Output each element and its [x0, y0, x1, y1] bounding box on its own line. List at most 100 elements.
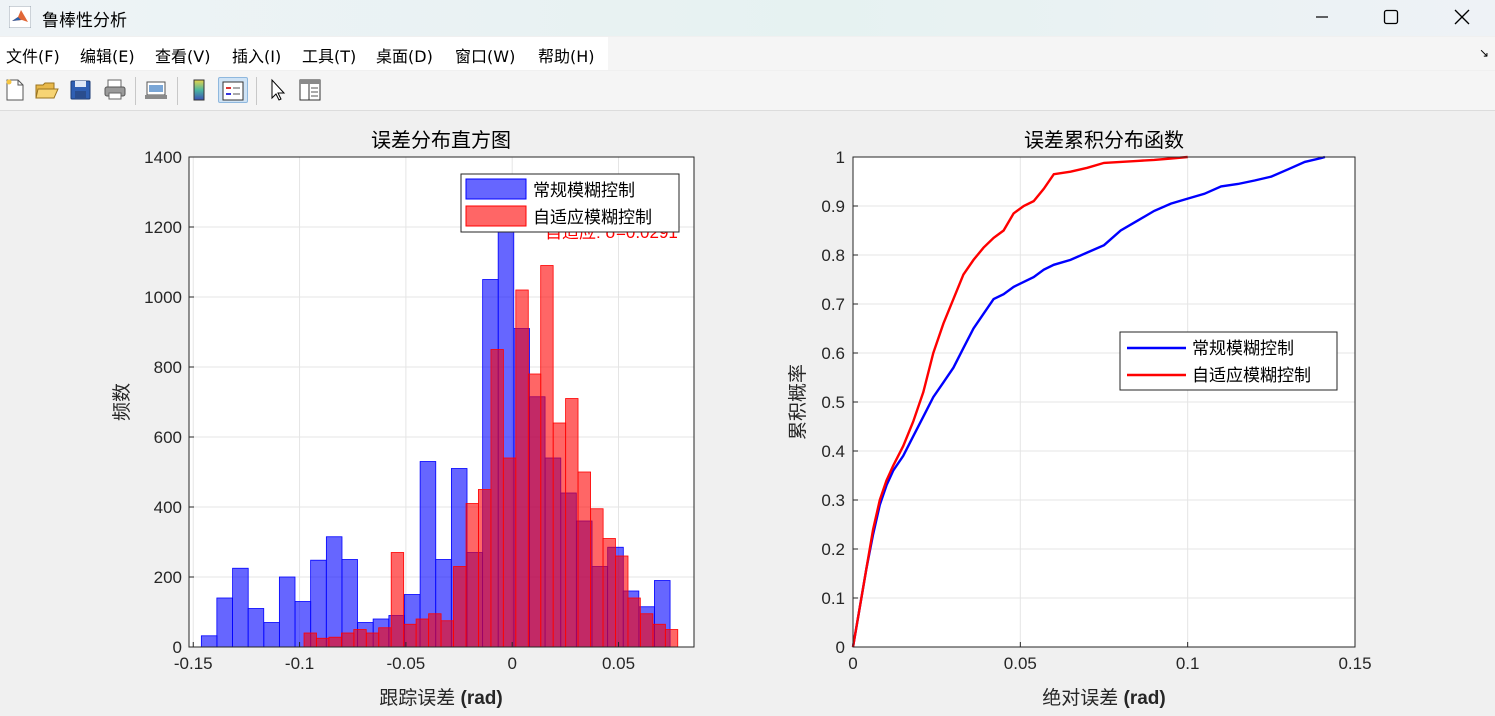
histogram-bar [453, 566, 467, 648]
histogram-xtick-label: 0.05 [602, 654, 635, 673]
cdf-ytick-label: 0.8 [821, 246, 845, 265]
menu-desktop[interactable]: 桌面(D) [376, 47, 433, 66]
print-icon[interactable] [102, 77, 128, 103]
histogram-bar [664, 629, 679, 648]
figure-toolbar [0, 71, 1495, 111]
histogram-bar [615, 555, 629, 648]
close-icon [1454, 9, 1470, 25]
histogram-bar [565, 398, 579, 648]
maximize-icon [1383, 9, 1399, 25]
cdf-ytick-label: 0 [836, 638, 845, 657]
matlab-logo-icon [9, 6, 31, 28]
window-title: 鲁棒性分析 [42, 11, 127, 31]
minimize-button[interactable] [1291, 0, 1353, 34]
histogram-bar [328, 636, 342, 648]
cdf-ytick-label: 0.6 [821, 344, 845, 363]
menu-edit[interactable]: 编辑(E) [80, 47, 135, 66]
histogram-bar [263, 622, 280, 648]
new-figure-icon[interactable] [2, 77, 28, 103]
cdf-ytick-label: 0.9 [821, 197, 845, 216]
cdf-ytick-label: 0.7 [821, 295, 845, 314]
cdf-ytick-label: 0.4 [821, 442, 845, 461]
annotation-clip [694, 151, 714, 251]
toolbar-separator [256, 77, 257, 105]
cdf-ylabel: 累积概率 [787, 364, 809, 440]
toolbar-separator [135, 77, 136, 105]
title-bar: 鲁棒性分析 [0, 0, 1495, 36]
histogram-axes-box [188, 156, 695, 648]
colorbar-icon[interactable] [186, 77, 212, 103]
cdf-title: 误差累积分布函数 [1024, 129, 1184, 152]
histogram-title: 误差分布直方图 [371, 129, 511, 152]
cdf-ytick-label: 0.1 [821, 589, 845, 608]
cdf-legend-label-conventional: 常规模糊控制 [1192, 339, 1294, 358]
histogram-ytick-label: 1200 [144, 218, 182, 237]
cdf-xtick-label: 0.1 [1176, 654, 1200, 673]
cdf-legend-label-adaptive: 自适应模糊控制 [1192, 366, 1311, 385]
figure-canvas: 自适应: σ=0.0291 -0.15-0.1-0.0500.050200400… [0, 111, 1495, 712]
maximize-button[interactable] [1360, 0, 1422, 34]
histogram-bar [502, 457, 517, 648]
cdf-xtick-label: 0 [848, 654, 857, 673]
histogram-bar [353, 629, 367, 648]
cdf-legend[interactable]: 常规模糊控制 自适应模糊控制 [1119, 331, 1338, 391]
histogram-bar [465, 503, 479, 648]
dock-arrow-icon[interactable]: ↘ [1478, 46, 1489, 60]
property-editor-icon[interactable] [297, 77, 323, 103]
histogram-bar [365, 632, 380, 648]
histogram-xlabel: 跟踪误差 (rad) [379, 687, 503, 709]
histogram-bar [303, 632, 317, 648]
cdf-xtick-label: 0.15 [1338, 654, 1371, 673]
pointer-icon[interactable] [265, 77, 291, 103]
menu-bar: 文件(F) 编辑(E) 查看(V) 插入(I) 工具(T) 桌面(D) 窗口(W… [0, 37, 1495, 70]
menu-tools[interactable]: 工具(T) [302, 47, 357, 66]
histogram-bar [552, 422, 567, 648]
toolbar-separator [177, 77, 178, 105]
histogram-bar [428, 613, 442, 648]
histogram-ylabel: 频数 [111, 383, 133, 421]
histogram-bar [515, 289, 529, 648]
histogram-bar [540, 265, 554, 648]
histogram-bar [640, 613, 654, 648]
histogram-bar [378, 627, 392, 648]
cdf-line-adaptive [851, 155, 1188, 648]
menu-help[interactable]: 帮助(H) [538, 47, 595, 66]
open-file-icon[interactable] [34, 77, 60, 103]
menu-insert[interactable]: 插入(I) [232, 47, 282, 66]
histogram-ticks: -0.15 -0.1 -0.05 0 0.05 0 200 400 600 800 1000 1200… [144, 148, 635, 673]
histogram-ytick-label: 200 [154, 568, 182, 587]
histogram-series-adaptive [303, 265, 679, 648]
legend-label-adaptive: 自适应模糊控制 [533, 208, 652, 227]
histogram-xtick-label: -0.15 [174, 654, 213, 673]
histogram-legend[interactable]: 常规模糊控制 自适应模糊控制 [460, 173, 680, 233]
histogram-bar [477, 489, 492, 648]
histogram-xtick-label: -0.1 [285, 654, 314, 673]
close-button[interactable] [1431, 0, 1493, 34]
histogram-bar [216, 597, 233, 648]
cdf-ytick-label: 0.5 [821, 393, 845, 412]
histogram-bar [200, 635, 218, 648]
menu-window[interactable]: 窗口(W) [455, 47, 516, 66]
histogram-ytick-label: 0 [173, 638, 182, 657]
histogram-ytick-label: 400 [154, 498, 182, 517]
menu-view[interactable]: 查看(V) [155, 47, 211, 66]
minimize-icon [1316, 16, 1328, 18]
save-icon[interactable] [68, 77, 94, 103]
menu-file[interactable]: 文件(F) [6, 47, 60, 66]
histogram-ytick-label: 600 [154, 428, 182, 447]
cdf-ytick-label: 0.2 [821, 540, 845, 559]
legend-icon[interactable] [218, 77, 248, 103]
histogram-xtick-label: -0.05 [387, 654, 426, 673]
histogram-bar [590, 508, 604, 648]
histogram-bar [247, 608, 265, 648]
histogram-bar [652, 623, 666, 648]
histogram-bar [527, 373, 542, 648]
histogram-bar [325, 536, 343, 648]
cdf-ytick-label: 0.3 [821, 491, 845, 510]
histogram-bar [390, 552, 405, 648]
legend-swatch-adaptive [465, 205, 527, 227]
histogram-axes[interactable]: 自适应: σ=0.0291 -0.15-0.1-0.0500.050200400… [111, 129, 714, 709]
link-plot-icon[interactable] [143, 77, 169, 103]
cdf-axes[interactable]: 0 0.05 0.1 0.15 0 0.1 0.2 0.3 0.4 0.5 0.6 0.7 0.8 0.9… [787, 129, 1372, 709]
histogram-bar [602, 538, 616, 648]
